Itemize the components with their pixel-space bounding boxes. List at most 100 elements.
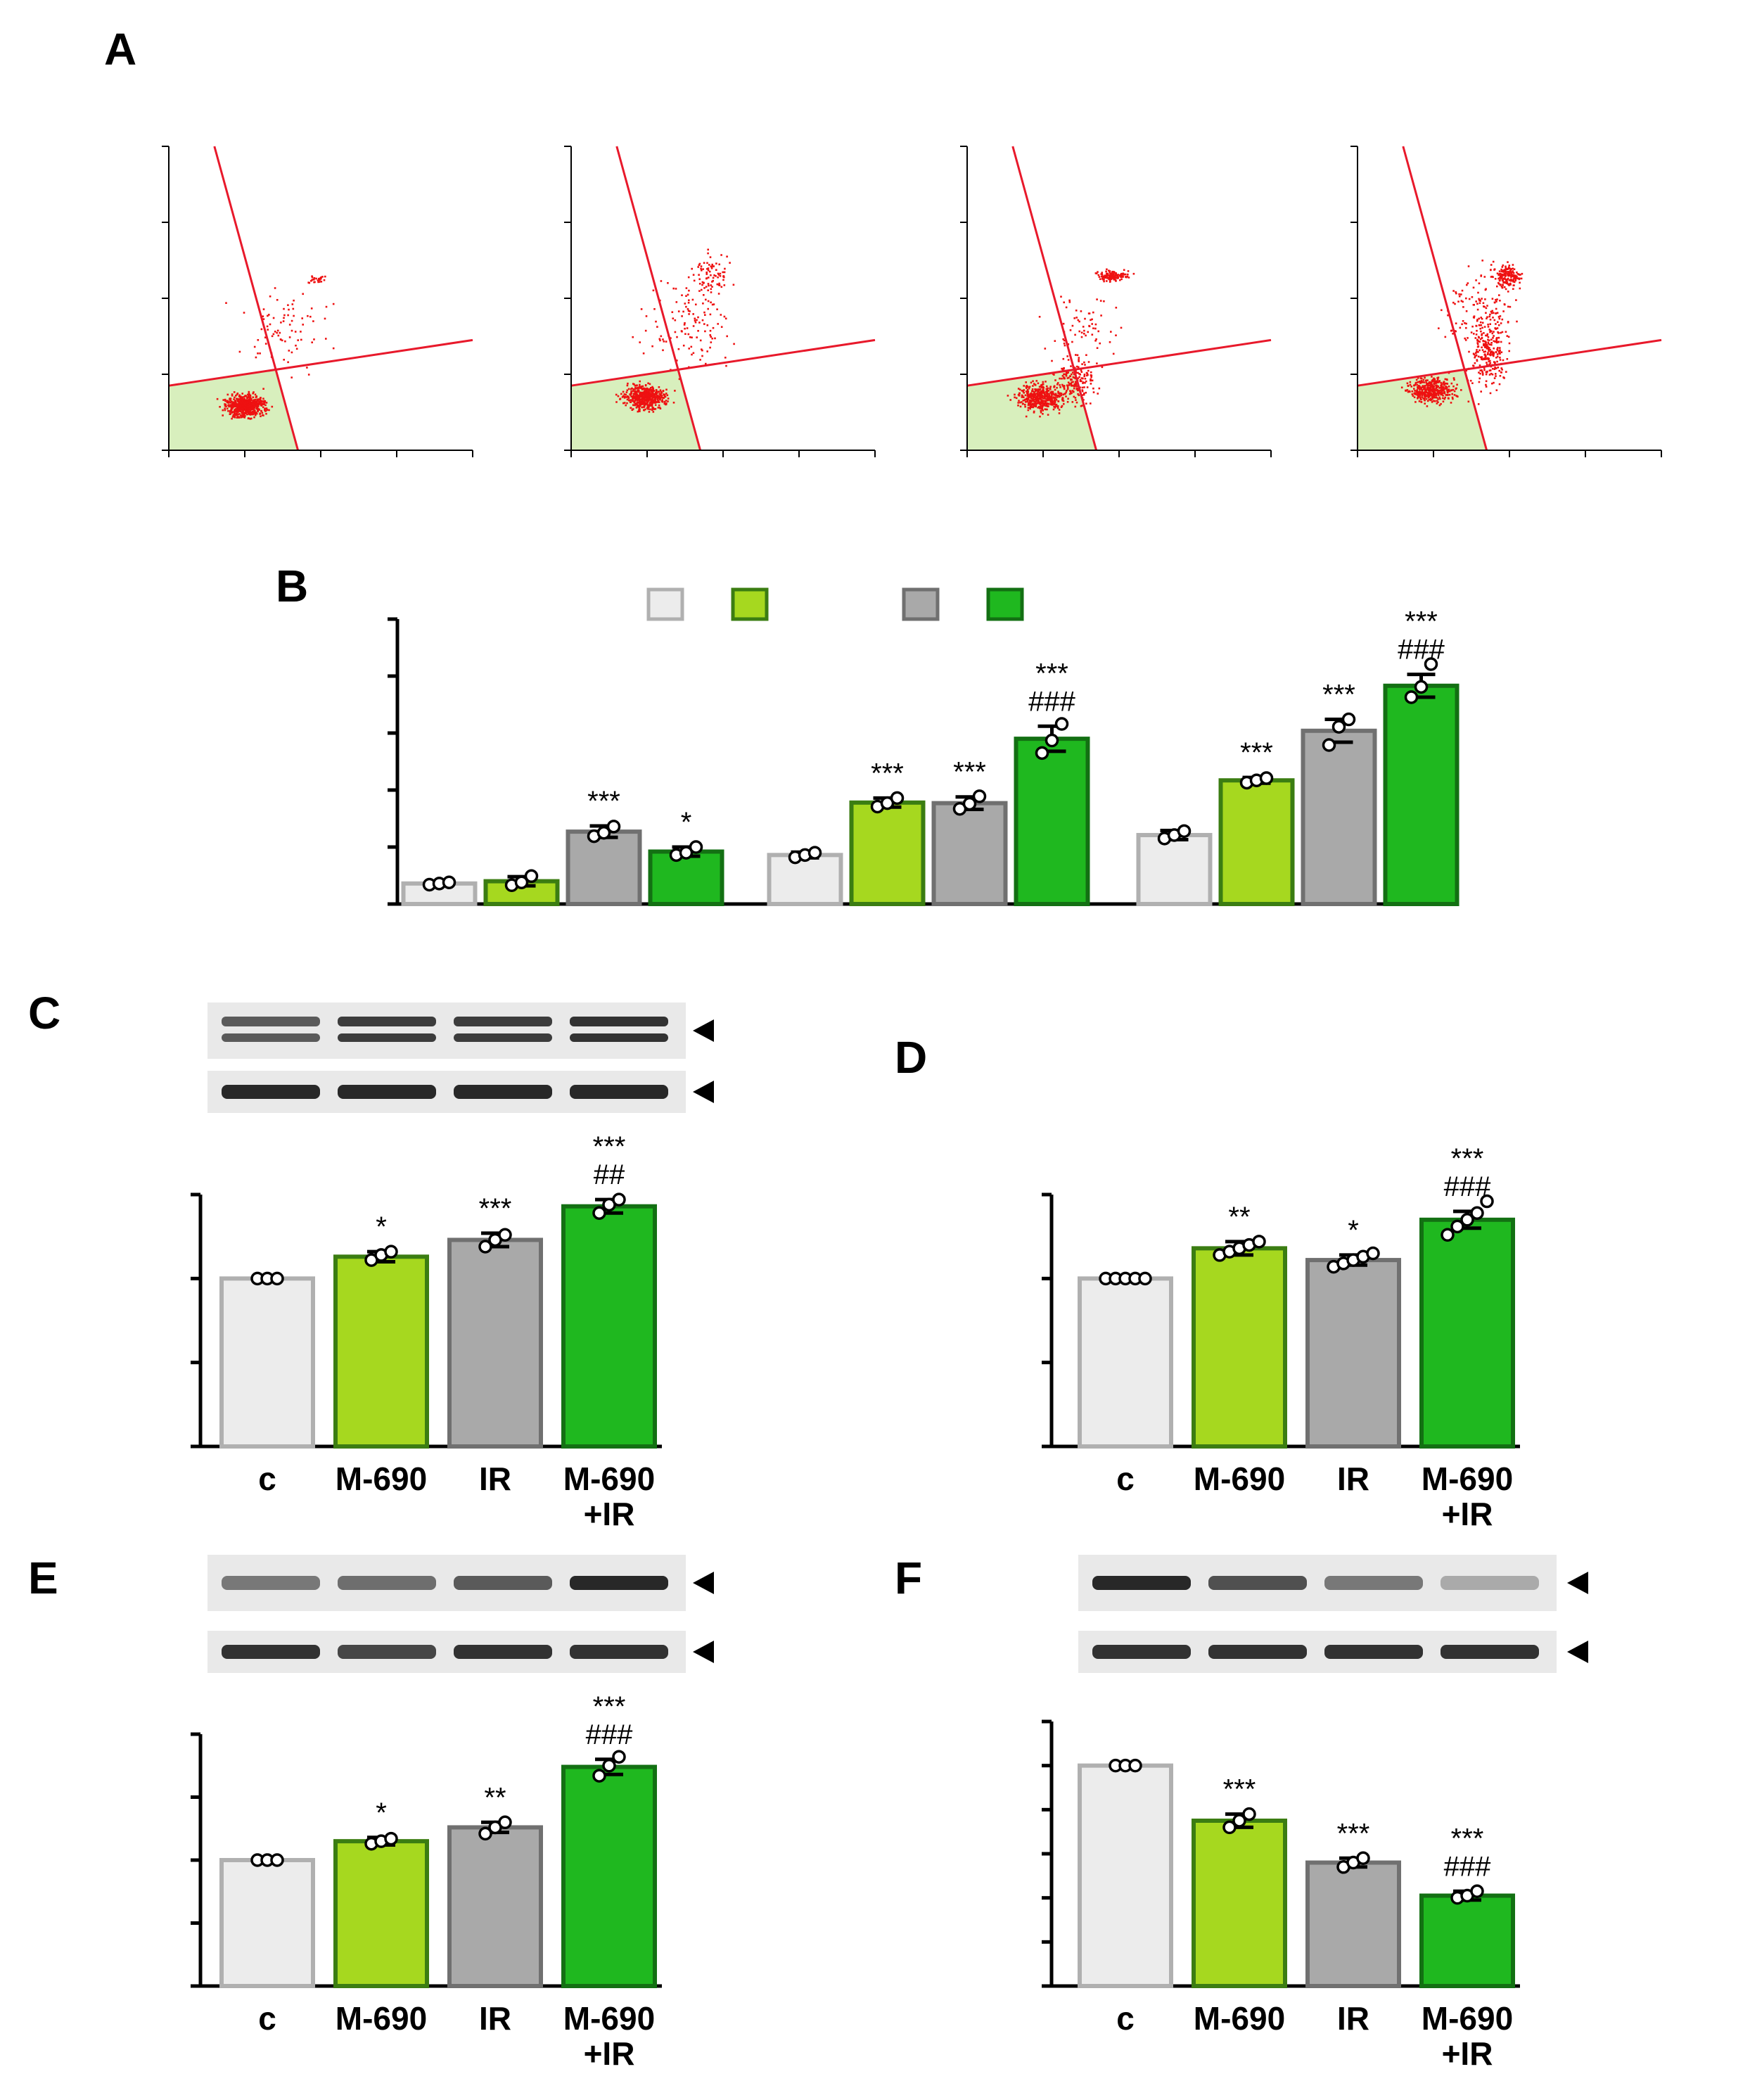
flow-event — [644, 329, 647, 332]
flow-event — [250, 401, 253, 404]
flow-event — [1481, 371, 1483, 373]
flow-event — [1127, 270, 1130, 272]
flow-event — [1441, 388, 1443, 391]
flow-event — [1027, 392, 1029, 394]
flow-event — [324, 275, 326, 278]
x-category-label: M-690 — [336, 2000, 427, 2037]
flow-event — [630, 393, 632, 395]
flow-event — [648, 405, 650, 407]
bar-M-690-2 — [1218, 778, 1295, 906]
flow-event — [1400, 386, 1403, 389]
significance-label: *** — [1240, 737, 1273, 768]
flow-event — [1053, 405, 1055, 408]
flow-event — [1094, 340, 1097, 342]
flow-event — [705, 286, 708, 288]
flow-event — [1496, 312, 1499, 314]
flow-event — [229, 405, 231, 407]
flow-event — [681, 330, 683, 333]
flow-event — [280, 322, 282, 324]
flow-event — [1099, 300, 1102, 302]
flow-event — [720, 286, 723, 288]
flow-event — [1050, 396, 1052, 398]
flow-event — [1508, 265, 1511, 267]
flow-event — [641, 402, 644, 404]
flow-event — [1502, 274, 1504, 276]
flow-event — [649, 402, 651, 404]
flow-event — [1074, 397, 1077, 399]
flow-event — [1429, 393, 1431, 395]
flow-event — [231, 395, 234, 397]
flow-event — [624, 395, 626, 398]
flow-event — [1493, 312, 1495, 314]
flow-event — [1026, 385, 1028, 387]
flow-event — [1490, 343, 1493, 346]
flow-event — [1423, 393, 1425, 395]
flow-event — [277, 334, 280, 337]
flow-event — [243, 408, 245, 410]
flow-event — [1033, 396, 1035, 398]
flow-event — [1092, 391, 1095, 393]
flow-event — [1075, 385, 1078, 388]
flow-event — [1056, 382, 1059, 384]
flow-event — [1087, 331, 1089, 333]
flow-event — [638, 386, 641, 388]
flow-event — [1435, 389, 1437, 391]
flow-event — [1072, 376, 1075, 378]
flow-event — [1499, 375, 1502, 377]
flow-event — [1496, 360, 1498, 363]
bar-0 — [219, 1858, 315, 1988]
flow-event — [234, 400, 236, 402]
flow-event — [269, 295, 272, 298]
flow-event — [1079, 380, 1082, 383]
flow-event — [1441, 390, 1443, 393]
flow-event — [1109, 270, 1111, 272]
flow-event — [1109, 274, 1112, 277]
flow-event — [236, 416, 238, 419]
flow-event — [242, 413, 244, 415]
flow-event — [1057, 392, 1059, 394]
flow-event — [1024, 398, 1026, 401]
flow-event — [1085, 391, 1087, 394]
flow-event — [1077, 371, 1079, 374]
flow-event — [660, 395, 663, 397]
flow-event — [1424, 397, 1426, 400]
flow-event — [651, 400, 654, 402]
flow-event — [1489, 354, 1492, 357]
flow-event — [238, 398, 240, 400]
flow-event — [1052, 401, 1054, 404]
flow-event — [681, 294, 683, 296]
flow-event — [650, 395, 653, 397]
flow-event — [1073, 383, 1076, 386]
flow-event — [701, 355, 703, 357]
flow-event — [1476, 329, 1478, 332]
flow-event — [1509, 305, 1512, 308]
data-point — [1341, 712, 1356, 727]
flow-event — [1040, 405, 1042, 407]
flow-event — [1085, 334, 1087, 337]
data-point — [807, 846, 822, 860]
flow-event — [660, 393, 662, 395]
flow-event — [630, 401, 632, 403]
flow-event — [1031, 404, 1034, 406]
flow-event — [251, 412, 253, 415]
flow-event — [1120, 326, 1123, 329]
flow-event — [1422, 381, 1424, 383]
flow-event — [1491, 332, 1494, 335]
flow-event — [1432, 400, 1435, 402]
flow-event — [660, 390, 662, 393]
flow-event — [1486, 362, 1488, 364]
flow-event — [1496, 348, 1498, 350]
flow-event — [238, 403, 241, 406]
flow-event — [1438, 327, 1440, 329]
flow-event — [1499, 347, 1501, 349]
flow-event — [1473, 304, 1475, 306]
flow-event — [650, 387, 652, 389]
flow-event — [646, 401, 649, 403]
flow-event — [1044, 402, 1047, 405]
flow-event — [709, 334, 711, 336]
flow-event — [244, 407, 246, 410]
flow-event — [634, 394, 637, 396]
flow-event — [710, 284, 712, 286]
flow-event — [1513, 281, 1516, 284]
flow-event — [632, 336, 634, 338]
